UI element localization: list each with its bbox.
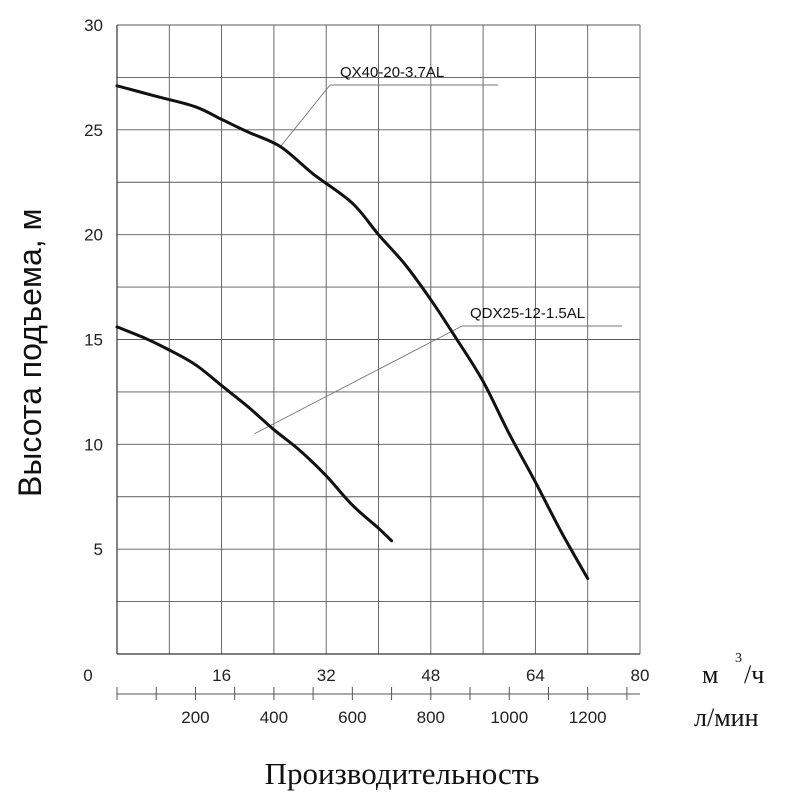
leader-lines [254,84,622,435]
tick-labels: 5 10 15 20 25 30 0 16 32 48 64 80 200 400 600 800 1000 12… [83,16,649,727]
series-labels: QX40-20-3.7AL QDX25-12-1.5AL [340,64,585,322]
series-label-1: QDX25-12-1.5AL [470,305,585,322]
y-tick-label-3: 20 [84,226,103,245]
grid [116,24,641,700]
x-tick-label-m3h-1: 16 [212,666,231,685]
x-tick-label-lpm-5: 1200 [569,708,607,727]
series-leader-line-0 [280,84,331,147]
x-tick-label-lpm-2: 600 [338,708,366,727]
y-tick-label-2: 15 [84,331,103,350]
x-tick-label-lpm-4: 1000 [490,708,528,727]
y-tick-label-5: 30 [84,16,103,35]
x-tick-label-m3h-4: 64 [526,666,545,685]
y-tick-label-1: 10 [84,435,103,454]
x-unit-lpm: л/мин [694,703,759,732]
y-axis-label: Высота подъема, м [12,208,48,497]
curves [115,84,590,580]
x-axis-label: Производительность [265,756,540,791]
series-label-0: QX40-20-3.7AL [340,64,444,81]
x-tick-label-m3h-5: 80 [631,666,650,685]
series-line-0 [115,84,590,580]
x-tick-label-lpm-1: 400 [260,708,288,727]
y-tick-label-4: 25 [84,121,103,140]
x-unit-m3h: м 3 /ч [702,651,764,689]
x-unit-m3h-base: м [702,660,718,689]
x-tick-label-lpm-3: 800 [417,708,445,727]
x-tick-label-lpm-0: 200 [181,708,209,727]
x-unit-m3h-rest: /ч [744,660,764,689]
x-unit-m3h-sup: 3 [735,651,742,666]
x-tick-label-m3h-2: 32 [317,666,336,685]
series-line-1 [115,325,394,543]
series-leader-line-1 [254,325,463,435]
x-tick-label-m3h-3: 48 [421,666,440,685]
x-tick-label-m3h-0: 0 [83,666,92,685]
y-tick-label-0: 5 [94,540,103,559]
